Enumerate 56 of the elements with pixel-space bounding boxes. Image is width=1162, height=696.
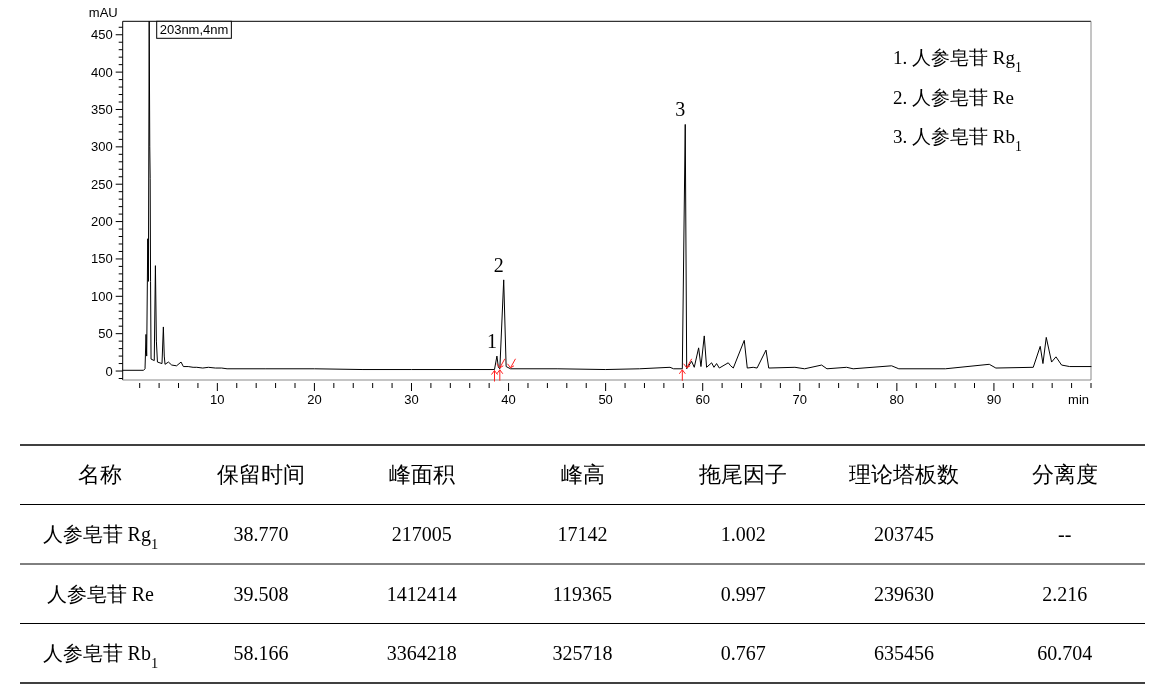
y-tick-label: 150 xyxy=(91,251,113,267)
y-tick-label: 0 xyxy=(105,363,113,379)
text: 人参皂苷 Re xyxy=(46,582,155,605)
x-tick-label: 80 xyxy=(889,392,905,407)
x-axis-title: min xyxy=(1068,392,1089,407)
text: 0.997 xyxy=(720,582,766,605)
text: 名称 xyxy=(78,461,123,487)
annotation: 1 xyxy=(486,330,497,353)
text: 203745 xyxy=(873,523,934,546)
x-tick-label: 20 xyxy=(307,392,322,407)
y-tick-label: 50 xyxy=(98,326,113,342)
text: 58.166 xyxy=(233,642,289,665)
text: 1.002 xyxy=(720,523,766,546)
text: 17142 xyxy=(557,523,608,546)
text: 60.704 xyxy=(1037,642,1093,665)
text: 理论塔板数 xyxy=(848,461,959,487)
y-tick-label: 100 xyxy=(91,288,113,304)
text: 0.767 xyxy=(720,642,766,665)
text: 峰面积 xyxy=(388,461,455,487)
y-tick-label: 250 xyxy=(91,176,113,192)
text: 39.508 xyxy=(233,582,289,605)
text: 拖尾因子 xyxy=(698,461,788,487)
annotation: 2 xyxy=(493,253,504,276)
text: 人参皂苷 Rb$_{1}$ xyxy=(42,642,159,672)
text: 保留时间 xyxy=(217,461,306,487)
y-axis-title: mAU xyxy=(88,5,118,21)
x-tick-label: 30 xyxy=(404,392,419,407)
x-tick-label: 60 xyxy=(695,392,710,407)
x-tick-label: 10 xyxy=(210,392,225,407)
text: 峰高 xyxy=(560,461,605,487)
x-tick-label: 70 xyxy=(792,392,808,407)
text: 2.216 xyxy=(1042,582,1088,605)
text: 38.770 xyxy=(233,523,289,546)
x-tick-label: 90 xyxy=(986,392,1002,407)
y-tick-label: 350 xyxy=(91,101,113,117)
text: 3364218 xyxy=(386,642,457,665)
x-tick-label: 50 xyxy=(598,392,613,407)
text: -- xyxy=(1057,523,1072,546)
y-tick-label: 400 xyxy=(91,64,113,80)
annotation: 3 xyxy=(675,98,686,121)
text: 325718 xyxy=(552,642,613,665)
text: 1412414 xyxy=(386,582,457,605)
legend: 203nm,4nm xyxy=(156,20,232,39)
text: 217005 xyxy=(391,523,452,546)
y-tick-label: 450 xyxy=(91,27,113,43)
annotation: 3. 人参皂苷 Rb$_{1}$ xyxy=(893,126,1022,154)
text: 人参皂苷 Rg$_{1}$ xyxy=(42,523,159,553)
text: 分离度 xyxy=(1031,461,1098,487)
y-tick-label: 300 xyxy=(91,139,113,155)
x-tick-label: 40 xyxy=(501,392,516,407)
text: 119365 xyxy=(552,582,613,605)
y-tick-label: 200 xyxy=(91,214,113,230)
text: 635456 xyxy=(873,642,934,665)
annotation: 2. 人参皂苷 Re xyxy=(893,86,1014,108)
annotation: 1. 人参皂苷 Rg$_{1}$ xyxy=(893,47,1022,75)
text: 239630 xyxy=(873,582,934,605)
